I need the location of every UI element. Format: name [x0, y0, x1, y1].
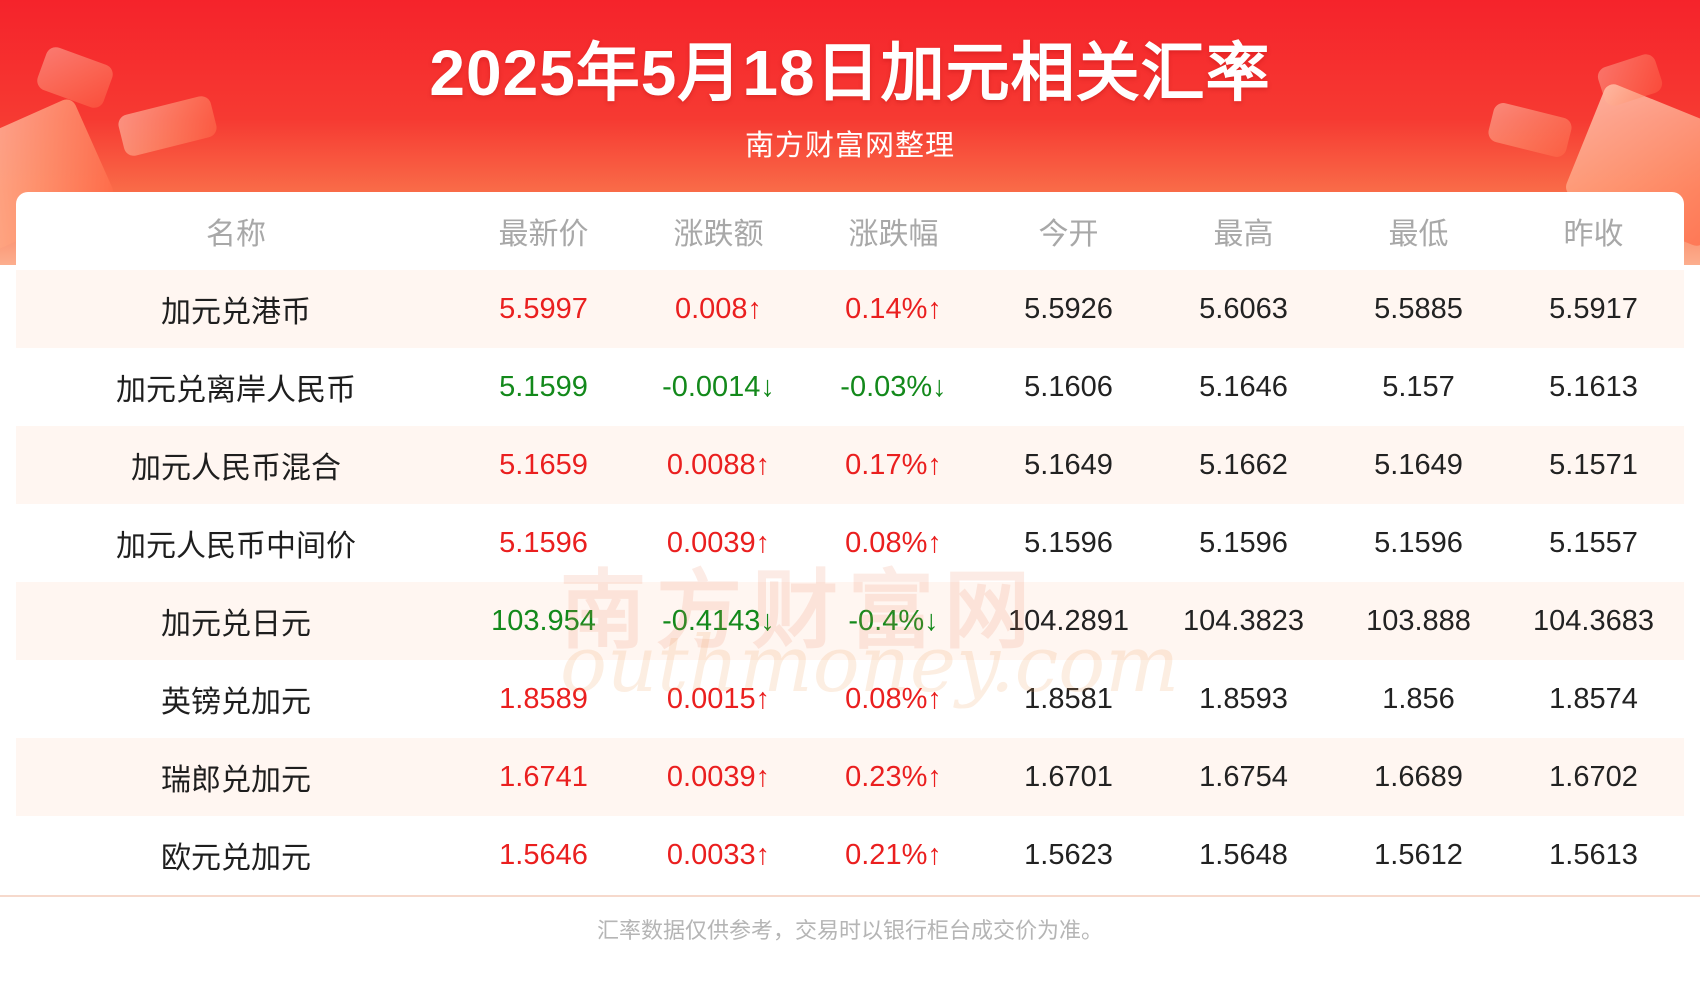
cell-prev-close: 5.1557	[1549, 526, 1638, 559]
rate-table: 名称 最新价 涨跌额 涨跌幅 今开 最高 最低 昨收 加元兑港币 5.5997 0.…	[16, 192, 1684, 898]
column-header-high: 最高	[1213, 218, 1274, 251]
cell-change-amount: 0.008↑	[674, 292, 763, 325]
cell-latest-price: 1.5646	[499, 838, 588, 871]
cell-change-amount: 0.0039↑	[666, 526, 771, 559]
column-header-change-pct: 涨跌幅	[848, 218, 939, 251]
cell-high-price: 1.6754	[1199, 760, 1288, 793]
cell-prev-close: 1.8574	[1549, 682, 1638, 715]
cell-low-price: 5.157	[1382, 370, 1455, 403]
cell-latest-price: 1.6741	[499, 760, 588, 793]
cell-high-price: 1.8593	[1199, 682, 1288, 715]
table-row: 加元人民币混合 5.1659 0.0088↑ 0.17%↑ 5.1649 5.1662 5.…	[16, 426, 1684, 504]
cell-high-price: 5.6063	[1199, 292, 1288, 325]
cell-open-price: 5.1596	[1024, 526, 1113, 559]
column-header-latest: 最新价	[498, 218, 589, 251]
cell-change-percent: 0.14%↑	[845, 292, 942, 325]
cell-high-price: 5.1662	[1199, 448, 1288, 481]
cell-latest-price: 1.8589	[499, 682, 588, 715]
cell-low-price: 5.1596	[1374, 526, 1463, 559]
cell-high-price: 104.3823	[1183, 604, 1304, 637]
cell-pair-name: 加元兑港币	[161, 296, 311, 329]
cell-change-amount: 0.0015↑	[666, 682, 771, 715]
cell-change-amount: -0.4143↓	[662, 604, 775, 637]
cell-change-percent: -0.03%↓	[840, 370, 947, 403]
cell-change-percent: 0.23%↑	[845, 760, 942, 793]
cell-change-amount: 0.0039↑	[666, 760, 771, 793]
table-row: 加元人民币中间价 5.1596 0.0039↑ 0.08%↑ 5.1596 5.1596 5…	[16, 504, 1684, 582]
column-header-low: 最低	[1388, 218, 1449, 251]
column-header-change: 涨跌额	[673, 218, 764, 251]
cell-change-percent: -0.4%↓	[848, 604, 939, 637]
table-row: 加元兑离岸人民币 5.1599 -0.0014↓ -0.03%↓ 5.1606 5.164…	[16, 348, 1684, 426]
cell-pair-name: 英镑兑加元	[161, 686, 311, 719]
column-header-open: 今开	[1038, 218, 1099, 251]
cell-open-price: 1.8581	[1024, 682, 1113, 715]
cell-high-price: 5.1646	[1199, 370, 1288, 403]
cell-change-percent: 0.08%↑	[845, 682, 942, 715]
cell-prev-close: 5.1571	[1549, 448, 1638, 481]
cell-prev-close: 104.3683	[1533, 604, 1654, 637]
cell-pair-name: 加元人民币中间价	[116, 530, 356, 563]
cell-open-price: 5.1649	[1024, 448, 1113, 481]
cell-change-percent: 0.21%↑	[845, 838, 942, 871]
page-title: 2025年5月18日加元相关汇率	[429, 37, 1271, 109]
cell-low-price: 1.6689	[1374, 760, 1463, 793]
table-header-row: 名称 最新价 涨跌额 涨跌幅 今开 最高 最低 昨收	[16, 192, 1684, 270]
cell-change-percent: 0.08%↑	[845, 526, 942, 559]
cell-change-amount: 0.0033↑	[666, 838, 771, 871]
cell-high-price: 1.5648	[1199, 838, 1288, 871]
cell-open-price: 104.2891	[1008, 604, 1129, 637]
cell-pair-name: 欧元兑加元	[161, 842, 311, 875]
cell-open-price: 1.6701	[1024, 760, 1113, 793]
cell-change-amount: 0.0088↑	[666, 448, 771, 481]
cell-pair-name: 加元兑离岸人民币	[116, 374, 356, 407]
cell-latest-price: 5.1659	[499, 448, 588, 481]
cell-low-price: 1.5612	[1374, 838, 1463, 871]
column-header-prev-close: 昨收	[1563, 218, 1624, 251]
cell-prev-close: 5.5917	[1549, 292, 1638, 325]
table-row: 加元兑港币 5.5997 0.008↑ 0.14%↑ 5.5926 5.6063 5.588…	[16, 270, 1684, 348]
cell-latest-price: 103.954	[491, 604, 596, 637]
cell-prev-close: 1.5613	[1549, 838, 1638, 871]
cell-low-price: 5.1649	[1374, 448, 1463, 481]
cell-prev-close: 1.6702	[1549, 760, 1638, 793]
table-row: 英镑兑加元 1.8589 0.0015↑ 0.08%↑ 1.8581 1.8593 1.85…	[16, 660, 1684, 738]
footer-divider	[0, 895, 1700, 897]
cell-open-price: 1.5623	[1024, 838, 1113, 871]
table-row: 瑞郎兑加元 1.6741 0.0039↑ 0.23%↑ 1.6701 1.6754 1.66…	[16, 738, 1684, 816]
table-row: 欧元兑加元 1.5646 0.0033↑ 0.21%↑ 1.5623 1.5648 1.56…	[16, 816, 1684, 894]
cell-prev-close: 5.1613	[1549, 370, 1638, 403]
cell-latest-price: 5.5997	[499, 292, 588, 325]
table-row: 加元兑日元 103.954 -0.4143↓ -0.4%↓ 104.2891 104.38…	[16, 582, 1684, 660]
cell-pair-name: 加元兑日元	[161, 608, 311, 641]
cell-latest-price: 5.1599	[499, 370, 588, 403]
cell-low-price: 5.5885	[1374, 292, 1463, 325]
cell-change-amount: -0.0014↓	[662, 370, 775, 403]
footer-note: 汇率数据仅供参考，交易时以银行柜台成交价为准。	[596, 918, 1103, 943]
cell-change-percent: 0.17%↑	[845, 448, 942, 481]
column-header-name: 名称	[206, 218, 266, 251]
cell-open-price: 5.1606	[1024, 370, 1113, 403]
cell-open-price: 5.5926	[1024, 292, 1113, 325]
cell-low-price: 1.856	[1382, 682, 1455, 715]
cell-pair-name: 瑞郎兑加元	[161, 764, 311, 797]
page-subtitle: 南方财富网整理	[744, 130, 955, 162]
cell-high-price: 5.1596	[1199, 526, 1288, 559]
cell-pair-name: 加元人民币混合	[131, 452, 341, 485]
cell-latest-price: 5.1596	[499, 526, 588, 559]
cell-low-price: 103.888	[1366, 604, 1471, 637]
